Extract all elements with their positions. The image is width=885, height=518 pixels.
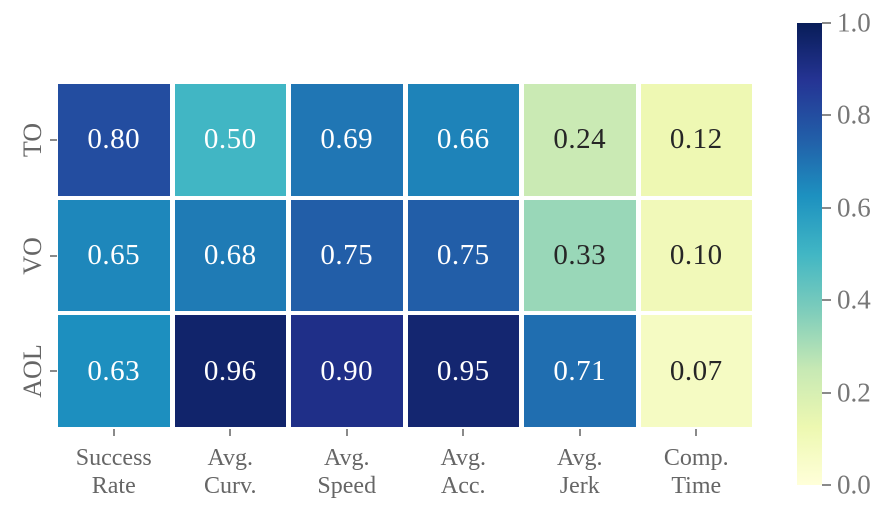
cell-value: 0.12 [669,123,723,156]
heatmap-cell: 0.90 [291,315,403,427]
cell-value: 0.80 [87,123,141,156]
x-axis-label: Comp. Time [663,445,729,499]
heatmap-cell: 0.07 [640,315,752,427]
cell-value: 0.65 [87,238,141,271]
y-tick-mark [50,370,57,373]
y-axis-label: TO [18,122,47,157]
cell-value: 0.71 [553,354,607,387]
y-tick-mark [50,138,57,141]
heatmap-cell: 0.68 [174,199,286,312]
colorbar-tick-mark [822,299,831,302]
cell-value: 0.50 [203,123,257,156]
colorbar-tick-mark [822,22,831,24]
heatmap-cell: 0.75 [407,199,519,312]
cell-value: 0.63 [87,354,141,387]
cell-value: 0.75 [320,238,374,271]
cell-value: 0.95 [436,354,490,387]
colorbar-tick-mark [822,484,831,486]
x-tick-mark [578,429,581,436]
y-tick-mark [50,254,57,257]
heatmap-cell: 0.50 [174,84,286,196]
heatmap-cell: 0.80 [58,84,170,196]
cell-value: 0.07 [669,354,723,387]
heatmap-grid: 0.80 0.50 0.69 0.66 0.24 0.12 0.65 0.68 0.75 0.75… [58,84,752,427]
cell-value: 0.66 [436,123,490,156]
cell-value: 0.96 [203,354,257,387]
heatmap-cell: 0.75 [291,199,403,312]
colorbar-tick-label: 0.8 [837,99,871,130]
x-tick-mark [695,429,698,436]
heatmap-cell: 0.71 [524,315,636,427]
y-axis-label: AOL [18,344,47,398]
cell-value: 0.68 [203,238,257,271]
colorbar-tick-mark [822,391,831,394]
heatmap-cell: 0.66 [407,84,519,196]
x-axis-label: Avg. Speed [317,445,377,499]
colorbar-tick-label: 0.0 [837,469,871,500]
cell-value: 0.10 [669,238,723,271]
colorbar-tick-label: 0.2 [837,377,871,408]
heatmap-cell: 0.65 [58,199,170,312]
x-axis-label: Avg. Curv. [204,445,257,499]
x-tick-mark [112,429,115,436]
x-tick-mark [229,429,232,436]
colorbar-tick-label: 0.6 [837,192,871,223]
colorbar-tick-mark [822,114,831,117]
cell-value: 0.69 [320,123,374,156]
cell-value: 0.75 [436,238,490,271]
x-axis-label: Success Rate [75,445,152,499]
cell-value: 0.90 [320,354,374,387]
cell-value: 0.24 [553,123,607,156]
heatmap-cell: 0.63 [58,315,170,427]
colorbar-tick-label: 1.0 [837,7,871,38]
x-tick-mark [345,429,348,436]
x-tick-mark [462,429,465,436]
colorbar-tick-label: 0.4 [837,284,871,315]
heatmap-cell: 0.12 [640,84,752,196]
x-axis-label: Avg. Acc. [440,445,487,499]
heatmap-cell: 0.10 [640,199,752,312]
colorbar-tick-mark [822,206,831,209]
heatmap-cell: 0.24 [524,84,636,196]
heatmap-cell: 0.69 [291,84,403,196]
heatmap-cell: 0.33 [524,199,636,312]
x-axis-label: Avg. Jerk [556,445,603,499]
heatmap-cell: 0.95 [407,315,519,427]
y-axis-label: VO [18,236,47,275]
cell-value: 0.33 [553,238,607,271]
heatmap-cell: 0.96 [174,315,286,427]
colorbar [797,23,822,485]
